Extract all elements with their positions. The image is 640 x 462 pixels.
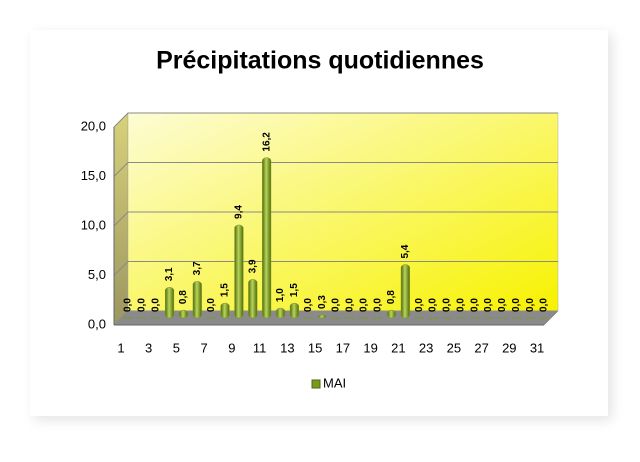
- value-label: 0,0: [497, 298, 508, 312]
- y-tick-label: 0,0: [88, 316, 106, 331]
- value-label: 5,4: [400, 244, 411, 258]
- bar: [387, 310, 396, 318]
- value-label: 0,0: [511, 298, 522, 312]
- bar: [262, 158, 271, 318]
- value-label: 3,7: [192, 261, 203, 275]
- x-tick-label: 11: [253, 340, 267, 355]
- x-tick-label: 27: [474, 340, 488, 355]
- chart-title: Précipitations quotidiennes: [156, 47, 484, 75]
- value-label: 0,0: [525, 298, 536, 312]
- y-tick-label: 5,0: [88, 267, 106, 282]
- value-label: 0,0: [469, 298, 480, 312]
- bar: [235, 225, 244, 318]
- x-tick-label: 29: [502, 340, 516, 355]
- y-tick-label: 20,0: [81, 118, 106, 133]
- value-label: 9,4: [234, 205, 245, 219]
- x-tick-label: 3: [145, 340, 152, 355]
- x-tick-label: 25: [447, 340, 461, 355]
- y-tick-label: 15,0: [81, 168, 106, 183]
- bar: [401, 265, 410, 318]
- value-label: 0,0: [539, 298, 550, 312]
- value-label: 0,0: [358, 298, 369, 312]
- x-tick-label: 5: [173, 340, 180, 355]
- bar: [179, 310, 188, 318]
- bar: [221, 303, 230, 318]
- value-label: 0,0: [303, 298, 314, 312]
- value-label: 16,2: [261, 132, 272, 152]
- value-label: 0,0: [345, 298, 356, 312]
- value-label: 0,0: [483, 298, 494, 312]
- value-label: 0,0: [331, 298, 342, 312]
- value-label: 0,8: [386, 290, 397, 304]
- value-label: 0,0: [455, 298, 466, 312]
- x-tick-label: 15: [308, 340, 322, 355]
- x-tick-label: 9: [228, 340, 235, 355]
- x-tick-label: 13: [280, 340, 294, 355]
- y-tick-label: 10,0: [81, 217, 106, 232]
- value-label: 1,0: [275, 288, 286, 302]
- value-label: 0,8: [178, 290, 189, 304]
- x-tick-label: 19: [363, 340, 377, 355]
- bar: [290, 303, 299, 318]
- value-label: 0,0: [206, 298, 217, 312]
- value-label: 0,0: [442, 298, 453, 312]
- x-tick-label: 7: [201, 340, 208, 355]
- value-label: 1,5: [220, 283, 231, 297]
- value-label: 0,0: [414, 298, 425, 312]
- x-tick-label: 31: [530, 340, 544, 355]
- bar: [318, 315, 327, 318]
- value-label: 3,9: [247, 259, 258, 273]
- value-label: 0,0: [123, 298, 134, 312]
- bar: [248, 279, 257, 318]
- bar: [165, 287, 174, 318]
- value-label: 0,0: [428, 298, 439, 312]
- x-tick-label: 21: [391, 340, 405, 355]
- value-label: 0,3: [317, 295, 328, 309]
- value-label: 0,0: [136, 298, 147, 312]
- x-tick-label: 1: [117, 340, 124, 355]
- bar: [193, 281, 202, 318]
- legend-swatch: [312, 380, 320, 388]
- legend-label: MAI: [323, 375, 346, 390]
- value-label: 3,1: [164, 267, 175, 281]
- x-tick-label: 23: [419, 340, 433, 355]
- bar: [276, 308, 285, 318]
- value-label: 1,5: [289, 283, 300, 297]
- value-label: 0,0: [372, 298, 383, 312]
- value-label: 0,0: [150, 298, 161, 312]
- x-tick-label: 17: [336, 340, 350, 355]
